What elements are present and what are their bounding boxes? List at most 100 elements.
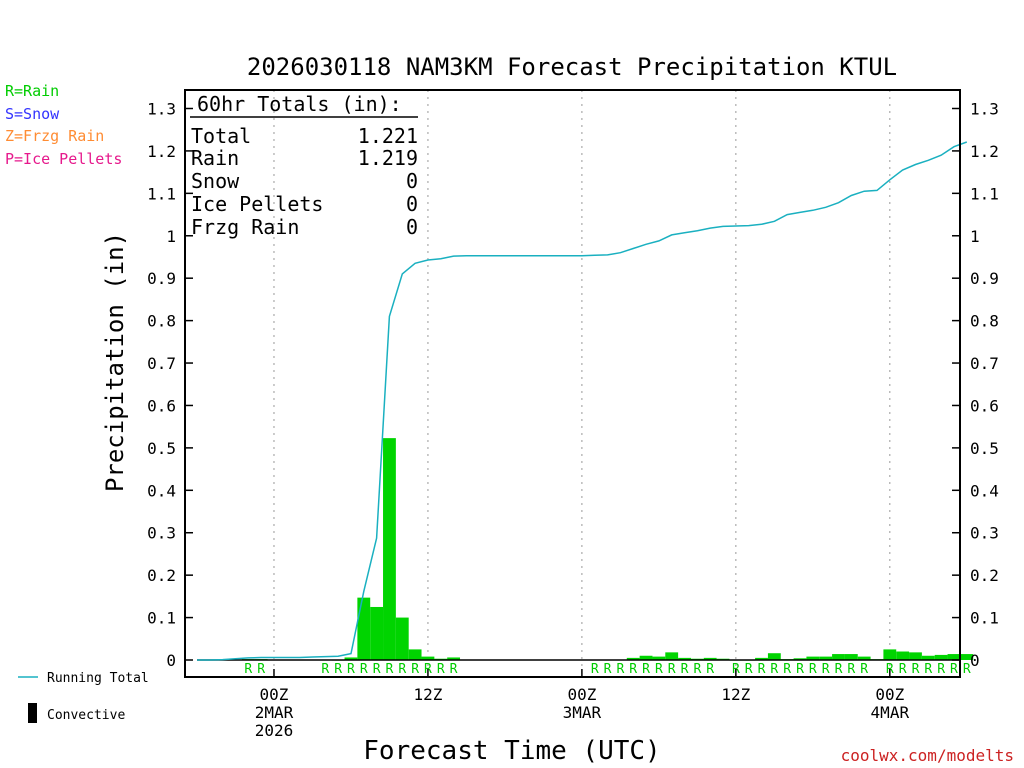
totals-value-rain: 1.219 — [358, 146, 418, 170]
ptype-marker: R — [963, 662, 971, 677]
precip-bar — [678, 657, 691, 660]
source-credit: coolwx.com/modelts — [841, 746, 1014, 765]
precip-bar — [421, 656, 435, 660]
y-tick-label-right: 1.1 — [970, 184, 999, 203]
ptype-marker: R — [629, 662, 637, 677]
x-tick-label: 00Z — [260, 685, 289, 704]
y-tick-label-right: 0.7 — [970, 354, 999, 373]
ptype-marker: R — [411, 662, 419, 677]
ptype-marker: R — [706, 662, 714, 677]
x-tick-label: 00Z — [567, 685, 596, 704]
ptype-marker: R — [373, 662, 381, 677]
totals-header: 60hr Totals (in): — [197, 92, 402, 116]
precip-bar — [703, 657, 717, 660]
precip-bar — [639, 655, 653, 660]
precip-bar — [806, 656, 820, 660]
ptype-legend: R=Rain S=Snow Z=Frzg Rain P=Ice Pellets — [5, 82, 122, 168]
ptype-marker: R — [937, 662, 945, 677]
ptype-marker: R — [693, 662, 701, 677]
precip-bar — [344, 657, 358, 660]
totals-value-freezing-rain: 0 — [406, 215, 418, 239]
ptype-marker: R — [924, 662, 932, 677]
y-tick-label-left: 0.2 — [147, 566, 176, 585]
precip-bar — [395, 617, 409, 660]
x-tick-label: 2026 — [255, 721, 294, 740]
ptype-marker: R — [745, 662, 753, 677]
precip-bar — [793, 658, 807, 660]
running-total-legend-label: Running Total — [47, 671, 149, 686]
ptype-marker: R — [244, 662, 252, 677]
y-tick-label-right: 0.5 — [970, 439, 999, 458]
x-tick-label: 3MAR — [563, 703, 602, 722]
y-tick-label-left: 0 — [166, 651, 176, 670]
totals-label-ice-pellets: Ice Pellets — [191, 192, 323, 216]
x-axis-label: Forecast Time (UTC) — [363, 736, 660, 766]
y-tick-label-left: 0.9 — [147, 269, 176, 288]
y-tick-label-right: 1 — [970, 227, 980, 246]
vertical-gridlines — [273, 90, 891, 677]
precip-bar — [370, 606, 384, 660]
precip-bar — [844, 654, 858, 660]
ptype-marker: R — [783, 662, 791, 677]
plot-frame — [184, 89, 961, 678]
y-tick-label-right: 0.6 — [970, 396, 999, 415]
running-total-line — [197, 141, 968, 661]
y-tick-label-right: 0.9 — [970, 269, 999, 288]
totals-label-snow: Snow — [191, 169, 240, 193]
y-axis-ticks: 0 00.1 0.10.2 0.20.3 0.30.4 0.40.5 0.50.6 0.60.… — [147, 100, 999, 671]
precip-bar — [626, 657, 640, 660]
y-tick-label-left: 1.1 — [147, 184, 176, 203]
precip-bar — [857, 656, 871, 660]
y-tick-label-left: 0.3 — [147, 524, 176, 543]
y-tick-label-left: 0.5 — [147, 439, 176, 458]
ptype-marker: R — [616, 662, 624, 677]
hourly-precip-bars — [197, 438, 974, 661]
x-tick-label: 12Z — [413, 685, 442, 704]
y-tick-label-right: 1.2 — [970, 142, 999, 161]
totals-value-snow: 0 — [406, 169, 418, 193]
y-tick-label-left: 1 — [166, 227, 176, 246]
ptype-markers: RRRRRRRRRRRRRRRRRRRRRRRRRRRRRRRRRRRRRRRR… — [244, 662, 970, 677]
ptype-marker: R — [835, 662, 843, 677]
y-tick-label-left: 1.2 — [147, 142, 176, 161]
precip-bar — [755, 657, 768, 660]
totals-label-freezing-rain: Frzg Rain — [191, 215, 299, 239]
running-total-polyline — [197, 141, 968, 661]
precip-bar — [896, 651, 910, 660]
ptype-marker: R — [822, 662, 830, 677]
precip-bar — [767, 653, 781, 660]
legend-rain: R=Rain — [5, 82, 59, 100]
ptype-marker: R — [681, 662, 689, 677]
precip-bar — [921, 655, 935, 660]
y-tick-label-right: 0.1 — [970, 609, 999, 628]
ptype-marker: R — [347, 662, 355, 677]
convective-legend-label: Convective — [47, 708, 125, 723]
y-tick-label-right: 0.3 — [970, 524, 999, 543]
precip-bar — [383, 438, 396, 660]
y-tick-label-left: 0.6 — [147, 396, 176, 415]
y-tick-label-left: 1.3 — [147, 100, 176, 119]
ptype-marker: R — [655, 662, 663, 677]
ptype-marker: R — [257, 662, 265, 677]
precip-bar — [934, 654, 948, 660]
ptype-marker: R — [668, 662, 676, 677]
y-tick-label-right: 0.2 — [970, 566, 999, 585]
precip-bar — [883, 649, 897, 660]
totals-label-rain: Rain — [191, 146, 239, 170]
ptype-marker: R — [809, 662, 817, 677]
x-tick-label: 4MAR — [871, 703, 910, 722]
totals-box: 60hr Totals (in): Total 1.221 Rain 1.219… — [190, 92, 418, 239]
ptype-marker: R — [860, 662, 868, 677]
convective-legend-swatch — [28, 703, 37, 723]
ptype-marker: R — [642, 662, 650, 677]
ptype-marker: R — [899, 662, 907, 677]
y-tick-label-left: 0.1 — [147, 609, 176, 628]
legend-ice-pellets: P=Ice Pellets — [5, 150, 122, 168]
ptype-marker: R — [437, 662, 445, 677]
y-tick-label-left: 0.7 — [147, 354, 176, 373]
precip-bar — [947, 654, 961, 660]
totals-label-total: Total — [191, 124, 251, 148]
x-tick-label: 2MAR — [255, 703, 294, 722]
